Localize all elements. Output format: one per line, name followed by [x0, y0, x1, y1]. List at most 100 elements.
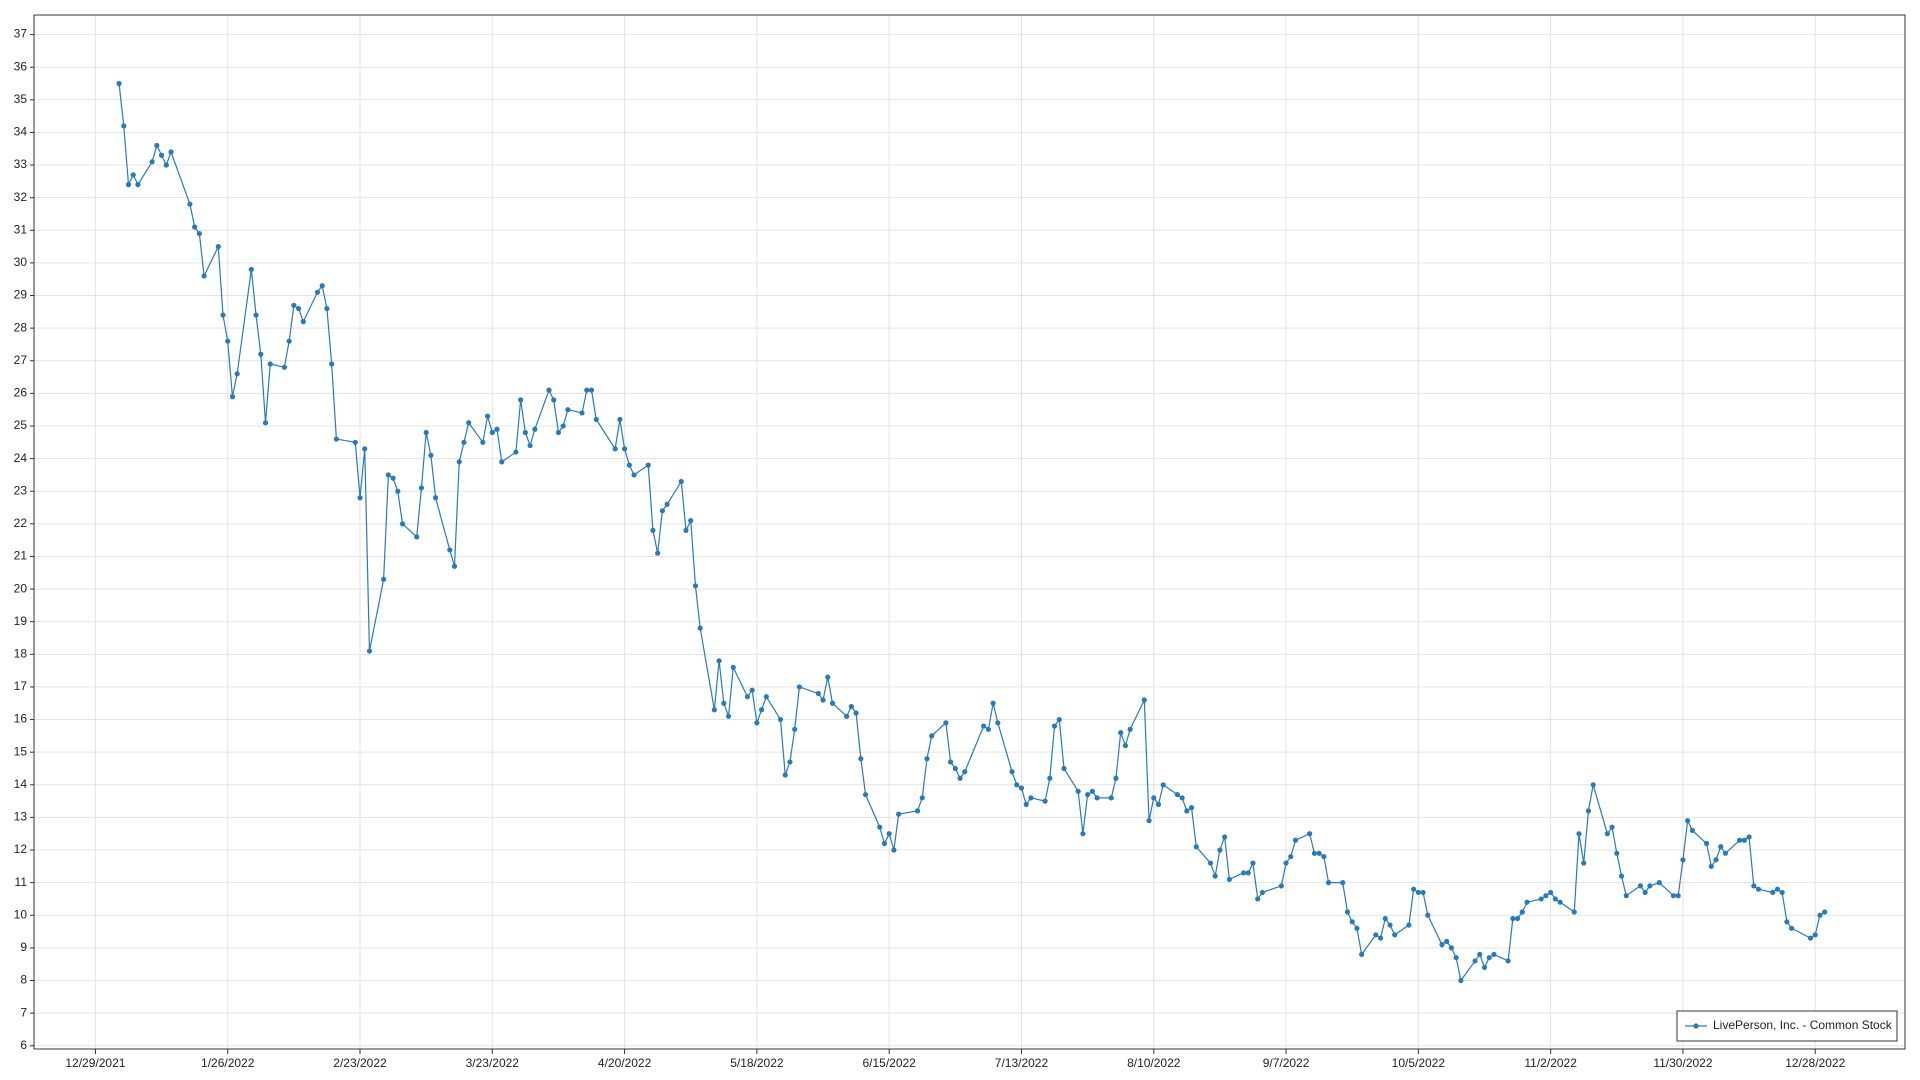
y-tick-label: 20: [14, 581, 28, 595]
data-point: [1188, 805, 1195, 811]
data-point: [1325, 880, 1332, 886]
data-point: [1354, 925, 1360, 931]
data-point: [1458, 977, 1464, 984]
data-point: [1543, 893, 1549, 899]
data-point: [815, 690, 821, 697]
data-point: [787, 759, 793, 765]
data-point: [1774, 886, 1781, 892]
data-point: [1524, 899, 1530, 905]
x-tick-label: 3/23/2022: [466, 1056, 520, 1070]
x-tick-label: 2/23/2022: [333, 1056, 387, 1070]
data-point: [1623, 893, 1629, 899]
y-tick-label: 30: [14, 255, 28, 269]
x-tick-label: 1/26/2022: [201, 1056, 255, 1070]
data-point: [1259, 889, 1266, 896]
data-point: [158, 152, 165, 158]
data-point: [253, 312, 259, 318]
data-point: [1472, 958, 1478, 964]
data-point: [650, 527, 656, 533]
data-point: [1160, 782, 1166, 788]
data-point: [1217, 847, 1223, 853]
data-point: [1722, 850, 1729, 856]
data-point: [513, 449, 519, 455]
data-point: [1680, 857, 1686, 863]
x-tick-label: 10/5/2022: [1392, 1056, 1446, 1070]
data-point: [560, 423, 566, 429]
data-point: [234, 371, 240, 377]
data-point: [267, 361, 273, 367]
data-point: [612, 446, 618, 452]
data-point: [1377, 935, 1384, 941]
data-point: [749, 687, 755, 693]
data-point: [1713, 857, 1719, 863]
data-point: [588, 387, 595, 393]
y-tick-label: 35: [14, 92, 28, 106]
data-point: [1519, 909, 1525, 915]
data-point: [952, 765, 958, 772]
data-point: [579, 410, 585, 416]
data-point: [1089, 788, 1095, 794]
data-point: [154, 142, 160, 149]
data-point: [1250, 860, 1256, 866]
data-point: [1439, 942, 1445, 948]
data-point: [1505, 958, 1511, 964]
data-point: [1444, 938, 1450, 944]
data-point: [1382, 915, 1388, 922]
data-point: [551, 397, 557, 403]
data-point: [1453, 955, 1459, 961]
data-point: [1576, 831, 1582, 837]
data-point: [759, 707, 765, 713]
x-tick-label: 4/20/2022: [598, 1056, 652, 1070]
data-point: [730, 664, 736, 670]
y-tick-label: 22: [14, 516, 28, 530]
data-point: [522, 429, 528, 436]
data-point: [1552, 896, 1558, 902]
data-point: [352, 439, 358, 445]
data-point: [697, 625, 703, 631]
data-point: [1415, 889, 1421, 896]
data-point: [366, 648, 373, 654]
data-point: [168, 149, 174, 155]
data-point: [1080, 831, 1086, 837]
data-point: [919, 795, 925, 801]
y-tick-label: 36: [14, 59, 28, 73]
data-point: [300, 319, 306, 325]
data-point: [1609, 824, 1615, 830]
y-tick-label: 18: [14, 646, 28, 660]
data-point: [678, 478, 684, 485]
data-point: [825, 674, 831, 680]
data-point: [125, 182, 132, 188]
data-point: [981, 723, 987, 729]
data-point: [399, 521, 406, 527]
data-point: [626, 462, 632, 468]
data-point: [295, 305, 302, 312]
data-point: [1448, 945, 1455, 951]
data-point: [220, 312, 226, 318]
legend-marker: [1693, 1023, 1699, 1029]
y-tick-label: 32: [14, 190, 28, 204]
data-point: [1670, 893, 1677, 899]
data-point: [192, 224, 198, 230]
data-point: [1146, 818, 1152, 824]
data-point: [1618, 873, 1625, 879]
data-point: [914, 808, 921, 814]
data-point: [796, 684, 803, 690]
data-point: [121, 123, 127, 129]
data-point: [1718, 844, 1724, 850]
data-point: [456, 459, 462, 465]
data-point: [943, 720, 949, 726]
legend: LivePerson, Inc. - Common Stock: [1676, 1010, 1898, 1042]
data-point: [1604, 831, 1610, 837]
data-point: [1127, 726, 1133, 732]
y-tick-label: 25: [14, 418, 28, 432]
data-point: [1222, 834, 1228, 840]
y-tick-label: 9: [20, 940, 27, 954]
data-point: [1042, 798, 1048, 804]
data-point: [1548, 889, 1554, 896]
y-tick-label: 14: [14, 777, 28, 791]
data-point: [1009, 769, 1015, 775]
data-point: [333, 436, 339, 442]
data-point: [362, 446, 368, 452]
y-tick-label: 19: [14, 614, 28, 628]
data-point: [1822, 909, 1828, 915]
